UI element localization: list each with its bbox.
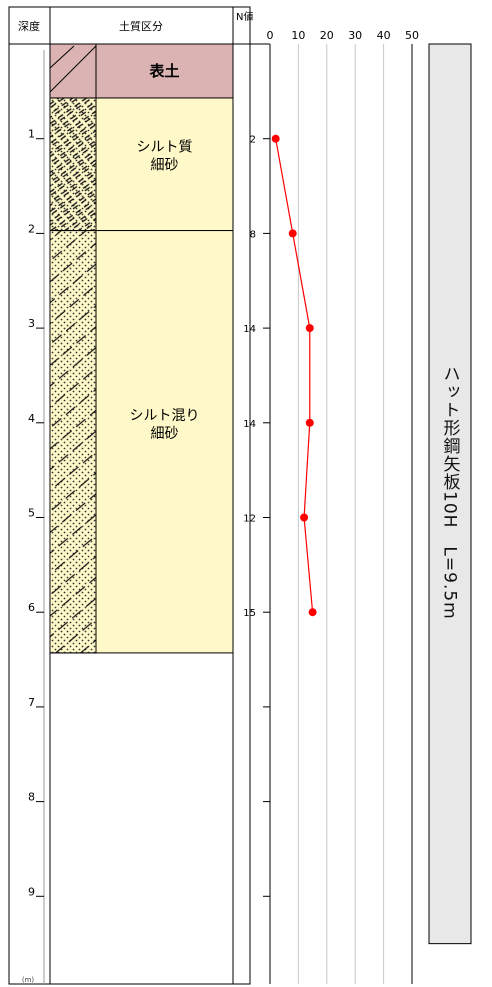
n-axis-tick-label: 20 <box>320 29 334 42</box>
n-value-line <box>275 138 314 613</box>
n-axis-tick-label: 0 <box>267 29 274 42</box>
n-value-point <box>288 229 297 238</box>
n-value-point <box>300 513 309 522</box>
soil-layer-label-line: シルト質 <box>137 139 193 155</box>
n-axis-tick-label: 40 <box>377 29 391 42</box>
n-axis-tick-label: 10 <box>291 29 305 42</box>
depth-tick-label: 8 <box>28 791 35 804</box>
silt-line-pattern <box>50 97 96 231</box>
depth-scale: 1 2 3 4 5 6 7 8 9 <box>28 50 45 984</box>
depth-tick-label: 3 <box>28 317 35 330</box>
n-value-label: 2 <box>250 135 256 146</box>
n-value-point <box>271 134 280 143</box>
depth-unit: (m) <box>22 976 35 984</box>
soil-layer-label: シルト質細砂 <box>137 139 193 173</box>
depth-tick-label: 6 <box>28 601 35 614</box>
n-value-label: 14 <box>243 324 256 335</box>
log-frame <box>8 6 251 985</box>
n-value-label: 8 <box>250 229 256 240</box>
header-depth: 深度 <box>18 19 40 33</box>
depth-tick-label: 2 <box>28 222 35 235</box>
n-axis-tick-label: 50 <box>405 29 419 42</box>
n-value-point <box>308 608 317 617</box>
soil-layer-label-line: 細砂 <box>151 426 179 442</box>
n-axis-tick-label: 30 <box>348 29 362 42</box>
soil-layer-name-cell <box>95 97 234 232</box>
soil-layer-label-line: 表土 <box>149 62 179 80</box>
depth-tick-label: 9 <box>28 885 35 898</box>
soil-layer-name-cell <box>95 230 234 654</box>
topsoil-hatch-line <box>49 45 75 69</box>
sheet-pile-label: ハット形鋼矢板10H L=9.5m <box>439 365 460 620</box>
topsoil-hatch-line <box>49 45 97 93</box>
soil-layer-pattern-border <box>49 230 97 654</box>
soil-layer-label-line: 細砂 <box>151 157 179 173</box>
n-value-grid: 0 10 20 30 40 50 <box>263 29 419 984</box>
soil-layer-label-line: シルト混り <box>130 408 200 424</box>
soil-layer-label: シルト混り細砂 <box>130 408 200 442</box>
silt-line-pattern <box>50 230 96 653</box>
header-nvalue: N値 <box>236 10 253 23</box>
header-soil: 土質区分 <box>119 19 163 33</box>
n-value-point <box>305 418 314 427</box>
n-value-plot: 2 8 14 14 12 15 <box>243 134 317 619</box>
sheet-pile-bar <box>428 43 472 945</box>
soil-layer-pattern-cell <box>49 43 97 99</box>
depth-tick-label: 1 <box>28 128 35 141</box>
depth-tick-label: 7 <box>28 696 35 709</box>
soil-layer-label: 表土 <box>149 62 179 80</box>
depth-tick-label: 4 <box>28 412 35 425</box>
n-value-label: 14 <box>243 419 256 430</box>
depth-tick-label: 5 <box>28 507 35 520</box>
n-value-point <box>305 324 314 333</box>
n-value-label: 12 <box>243 514 256 525</box>
n-value-label: 15 <box>243 608 256 619</box>
